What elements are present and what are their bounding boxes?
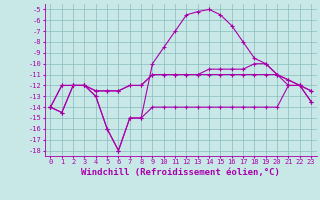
X-axis label: Windchill (Refroidissement éolien,°C): Windchill (Refroidissement éolien,°C) xyxy=(81,168,280,177)
